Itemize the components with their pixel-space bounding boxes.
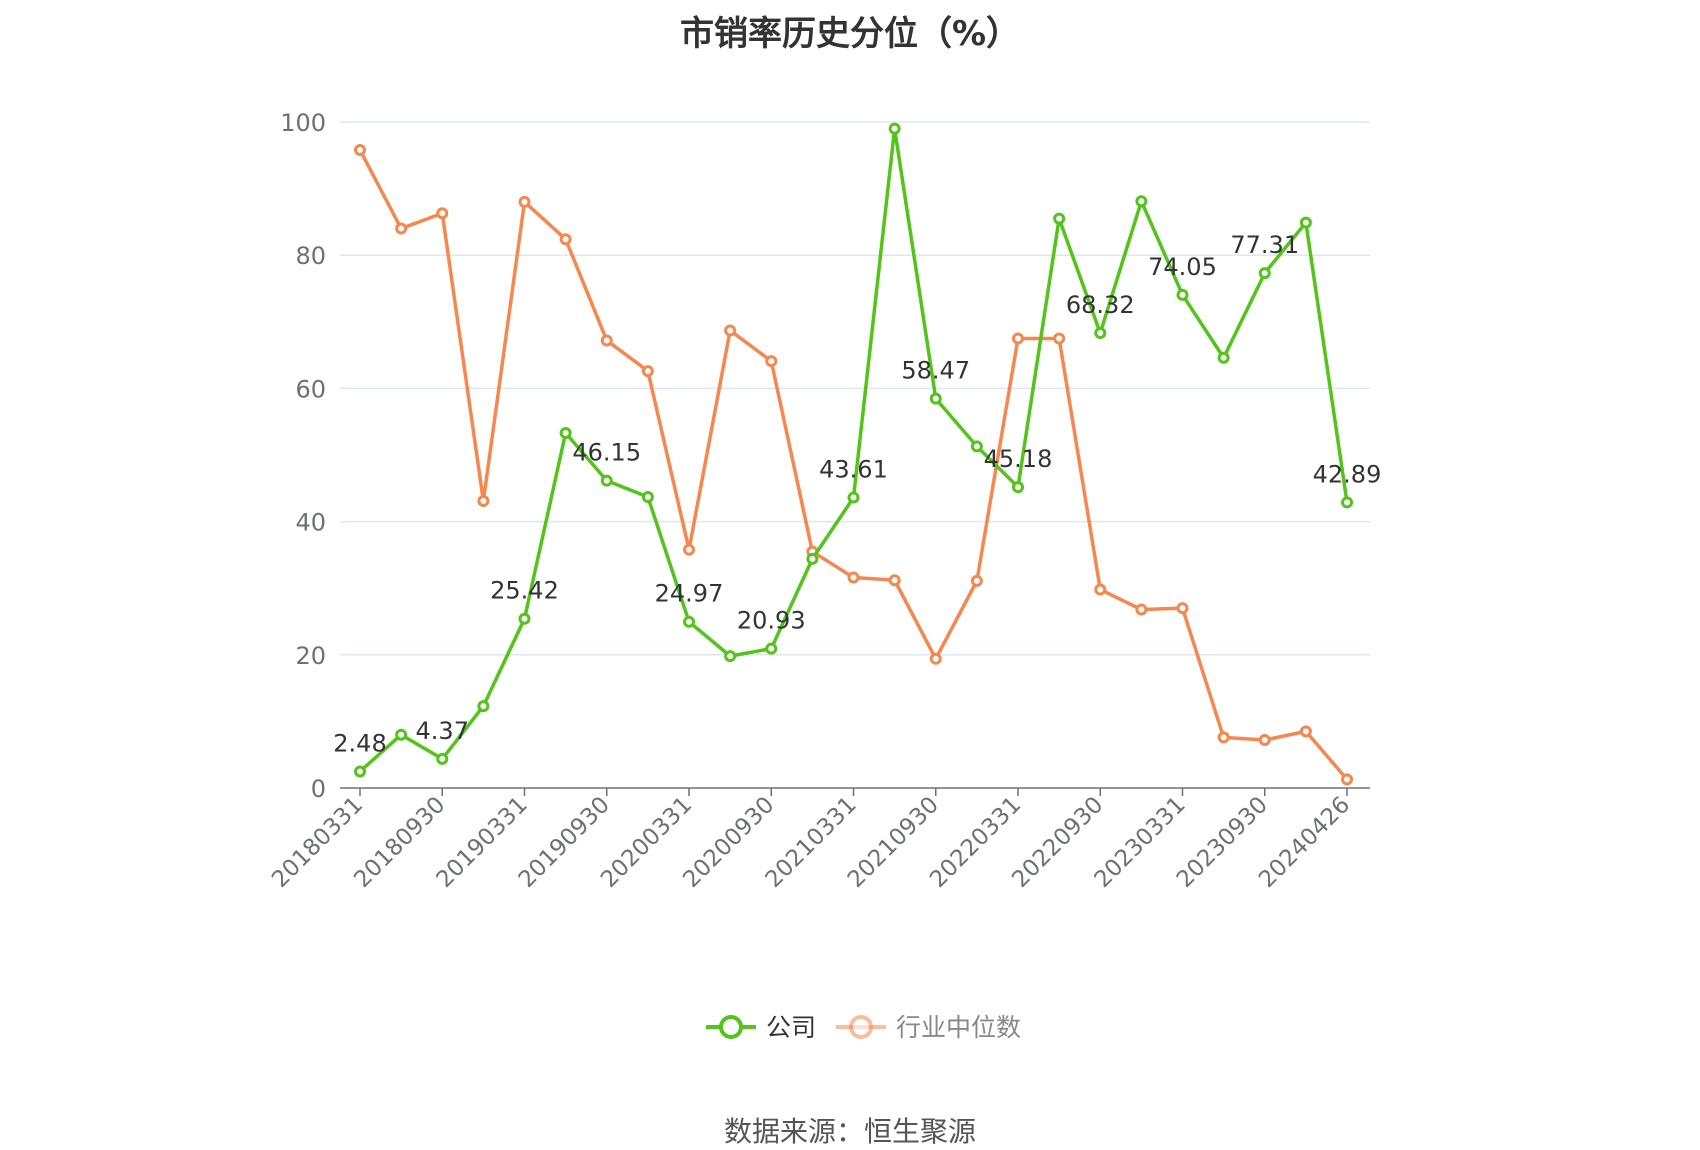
x-axis: 2018033120180930201903312019093020200331…: [267, 787, 1370, 893]
data-label: 43.61: [819, 456, 888, 484]
data-label: 58.47: [901, 357, 970, 385]
point-company: [436, 752, 449, 765]
point-industry: [559, 233, 572, 246]
point-industry: [518, 195, 531, 208]
point-industry: [354, 143, 366, 156]
y-tick-label: 60: [295, 375, 326, 403]
point-company: [1217, 351, 1230, 364]
point-industry: [1053, 332, 1066, 345]
data-label: 2.48: [333, 729, 386, 757]
point-company: [888, 122, 901, 135]
point-company: [806, 552, 819, 565]
y-tick-label: 20: [295, 642, 326, 670]
point-company: [1176, 288, 1189, 301]
point-company: [970, 440, 983, 453]
point-company: [477, 700, 490, 713]
point-industry: [436, 207, 449, 220]
point-industry: [847, 571, 860, 584]
point-company: [1053, 212, 1066, 225]
point-company: [518, 612, 531, 625]
data-label: 46.15: [572, 439, 641, 467]
point-industry: [1258, 734, 1271, 747]
point-company: [1094, 326, 1107, 339]
point-industry: [600, 334, 613, 347]
data-label: 45.18: [984, 445, 1053, 473]
point-industry: [970, 574, 983, 587]
point-company: [1341, 496, 1353, 509]
point-company: [600, 474, 613, 487]
y-tick-label: 0: [311, 775, 326, 803]
series-layer: [354, 122, 1353, 786]
data-label: 74.05: [1148, 253, 1217, 281]
data-labels: 2.48 4.37 25.42 46.15 24.97 20.93 43.61 58.47 45…: [333, 231, 1381, 757]
data-label: 20.93: [737, 607, 806, 635]
point-industry: [888, 574, 901, 587]
data-label: 42.89: [1313, 460, 1382, 488]
y-tick-label: 100: [280, 109, 326, 137]
point-industry: [724, 324, 737, 337]
point-industry: [1012, 332, 1024, 345]
data-label: 77.31: [1230, 231, 1299, 259]
legend-label-industry: 行业中位数: [896, 1013, 1021, 1042]
point-industry: [477, 494, 490, 507]
point-industry: [1217, 731, 1230, 744]
point-industry: [1176, 602, 1189, 615]
chart-title: 市销率历史分位（%）: [679, 14, 1021, 54]
data-label: 25.42: [490, 577, 559, 605]
point-industry: [1341, 773, 1353, 786]
point-company: [641, 490, 654, 503]
legend-marker-industry: [849, 1015, 873, 1039]
point-company: [929, 392, 942, 405]
point-company: [847, 491, 860, 504]
data-label: 4.37: [416, 717, 469, 745]
y-tick-label: 80: [295, 242, 326, 270]
point-company: [765, 642, 778, 655]
point-industry: [765, 355, 778, 368]
legend-marker-company: [719, 1015, 743, 1039]
point-company: [1135, 195, 1148, 208]
y-tick-label: 40: [295, 509, 326, 537]
point-company: [1012, 481, 1024, 494]
point-industry: [395, 222, 408, 235]
legend-label-company: 公司: [766, 1013, 816, 1042]
point-industry: [683, 543, 695, 556]
y-axis: 0 20 40 60 80 100: [280, 109, 326, 803]
series-line-company: [358, 126, 1349, 773]
point-industry: [1094, 583, 1107, 596]
point-industry: [1299, 725, 1312, 738]
data-label: 24.97: [655, 580, 724, 608]
point-company: [683, 615, 695, 628]
point-company: [395, 728, 408, 741]
data-label: 68.32: [1066, 291, 1135, 319]
point-industry: [929, 652, 942, 665]
source-note: 数据来源：恒生聚源: [723, 1115, 976, 1148]
point-industry: [641, 365, 654, 378]
point-company: [724, 650, 737, 663]
point-company: [354, 765, 366, 778]
point-industry: [1135, 603, 1148, 616]
point-company: [1299, 216, 1312, 229]
legend: 公司 行业中位数: [706, 1013, 1021, 1042]
point-company: [559, 427, 572, 440]
point-company: [1258, 267, 1271, 280]
